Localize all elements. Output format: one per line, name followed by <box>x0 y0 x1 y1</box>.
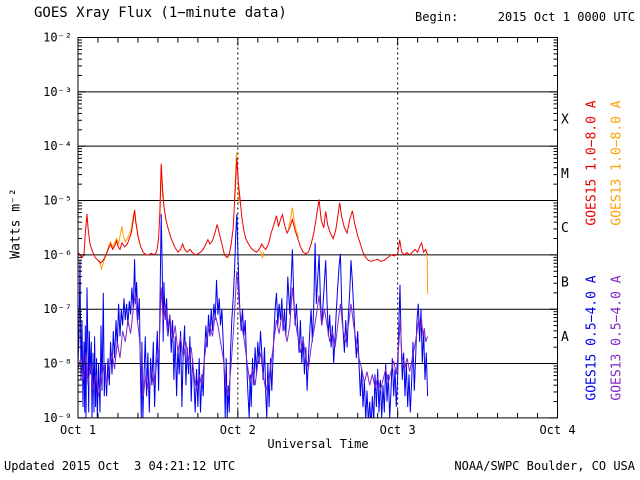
class-letter-X: X <box>561 113 569 128</box>
source-credit: NOAA/SWPC Boulder, CO USA <box>454 459 635 473</box>
trace-goes15-1-0-8-0-a <box>78 158 429 264</box>
legend-goes15-short: GOES15 0.5−4.0 A <box>584 275 600 401</box>
legend-goes15-long: GOES15 1.0−8.0 A <box>584 100 600 226</box>
trace-goes13-1-0-8-0-a <box>260 250 265 259</box>
begin-label: Begin: <box>415 10 459 24</box>
x-tick-label: Oct 1 <box>60 423 96 437</box>
legend-goes13-short: GOES13 0.5−4.0 A <box>609 275 625 401</box>
x-tick-label: Oct 2 <box>220 423 256 437</box>
y-tick-label: 10⁻³ <box>43 85 72 99</box>
class-letter-M: M <box>561 167 569 182</box>
trace-goes13-0-5-4-0-a <box>78 271 429 397</box>
updated-timestamp: Updated 2015 Oct 3 04:21:12 UTC <box>4 459 236 473</box>
y-tick-label: 10⁻² <box>43 31 72 45</box>
legend-goes13-long: GOES13 1.0−8.0 A <box>609 100 625 226</box>
x-tick-label: Oct 4 <box>539 423 575 437</box>
y-tick-label: 10⁻⁷ <box>43 302 72 316</box>
y-tick-label: 10⁻⁴ <box>43 139 72 153</box>
trace-goes15-0-5-4-0-a <box>78 214 429 418</box>
trace-goes13-1-0-8-0-a <box>425 252 429 295</box>
class-letter-B: B <box>561 276 569 291</box>
class-letter-C: C <box>561 221 569 236</box>
y-tick-label: 10⁻⁸ <box>43 357 72 371</box>
begin-value: 2015 Oct 1 0000 UTC <box>497 10 635 24</box>
x-axis-title: Universal Time <box>267 437 369 451</box>
y-tick-label: 10⁻⁶ <box>43 248 72 262</box>
y-tick-label: 10⁻⁹ <box>43 411 72 425</box>
begin-time-row: Begin: 2015 Oct 1 0000 UTC <box>415 10 635 24</box>
page-title: GOES Xray Flux (1−minute data) <box>34 5 287 21</box>
trace-goes13-1-0-8-0-a <box>287 207 299 238</box>
class-letter-A: A <box>561 330 569 345</box>
y-tick-label: 10⁻⁵ <box>43 194 72 208</box>
plot-frame <box>77 37 558 419</box>
x-tick-label: Oct 3 <box>380 423 416 437</box>
